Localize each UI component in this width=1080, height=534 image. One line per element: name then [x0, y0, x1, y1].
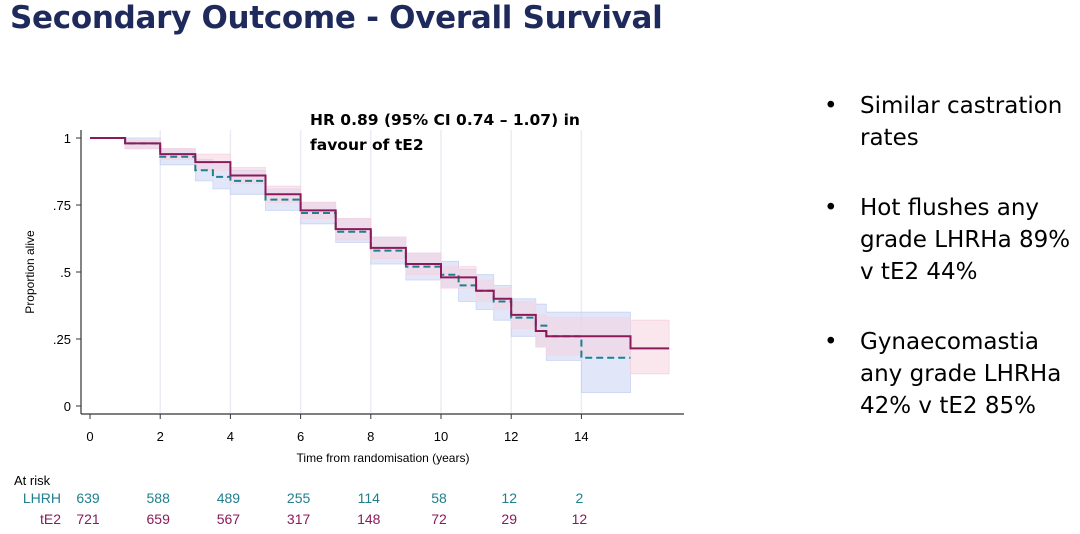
y-tick-label: 0	[64, 399, 71, 414]
key-findings-list: • Similar castration rates • Hot flushes…	[824, 90, 1074, 460]
x-tick-label: 0	[86, 429, 93, 444]
x-axis-label: Time from randomisation (years)	[297, 451, 470, 465]
at-risk-value: 489	[217, 490, 241, 506]
at-risk-label-te2: tE2	[40, 511, 61, 527]
bullet-icon: •	[824, 195, 838, 221]
x-tick-label: 4	[227, 429, 234, 444]
bullet-castration: • Similar castration rates	[824, 90, 1074, 154]
at-risk-label-lhrh: LHRH	[23, 490, 61, 506]
at-risk-value: 72	[431, 511, 447, 527]
at-risk-value: 2	[576, 490, 584, 506]
x-tick-label: 6	[297, 429, 304, 444]
at-risk-value: 317	[287, 511, 311, 527]
at-risk-value: 588	[147, 490, 171, 506]
x-tick-label: 12	[504, 429, 518, 444]
at-risk-value: 639	[76, 490, 100, 506]
y-axis-label: Proportion alive	[23, 230, 37, 314]
at-risk-value: 29	[501, 511, 517, 527]
y-tick-label: .5	[60, 265, 71, 280]
bullet-icon: •	[824, 329, 838, 355]
hazard-ratio-line-1: HR 0.89 (95% CI 0.74 – 1.07) in	[310, 111, 580, 129]
at-risk-value: 721	[76, 511, 100, 527]
x-tick-label: 14	[574, 429, 588, 444]
bullet-gynaecomastia: • Gynaecomastia any grade LHRHa 42% v tE…	[824, 326, 1074, 422]
ci-band-te2	[90, 137, 670, 375]
x-tick-label: 2	[157, 429, 164, 444]
bullet-icon: •	[824, 93, 838, 119]
at-risk-title: At risk	[14, 473, 51, 488]
slide-title: Secondary Outcome - Overall Survival	[10, 0, 663, 36]
bullet-text: Hot flushes any grade LHRHa 89% v tE2 44…	[860, 195, 1071, 285]
at-risk-value: 567	[217, 511, 241, 527]
survival-line-te2	[90, 137, 670, 350]
bullet-text: Similar castration rates	[860, 93, 1063, 151]
y-tick-label: 1	[64, 131, 71, 146]
at-risk-value: 659	[147, 511, 171, 527]
survival-line-lhrh	[90, 137, 631, 359]
hazard-ratio-line-2: favour of tE2	[310, 136, 424, 154]
y-tick-label: .25	[53, 332, 71, 347]
at-risk-value: 12	[572, 511, 588, 527]
x-tick-label: 10	[434, 429, 448, 444]
at-risk-value: 148	[357, 511, 381, 527]
y-tick-label: .75	[53, 198, 71, 213]
at-risk-value: 114	[358, 490, 381, 506]
bullet-text: Gynaecomastia any grade LHRHa 42% v tE2 …	[860, 329, 1062, 419]
x-tick-label: 8	[367, 429, 374, 444]
hazard-ratio-annotation: HR 0.89 (95% CI 0.74 – 1.07) in favour o…	[310, 108, 610, 158]
at-risk-value: 255	[287, 490, 311, 506]
bullet-hot-flushes: • Hot flushes any grade LHRHa 89% v tE2 …	[824, 192, 1074, 288]
at-risk-value: 12	[501, 490, 517, 506]
at-risk-value: 58	[431, 490, 447, 506]
